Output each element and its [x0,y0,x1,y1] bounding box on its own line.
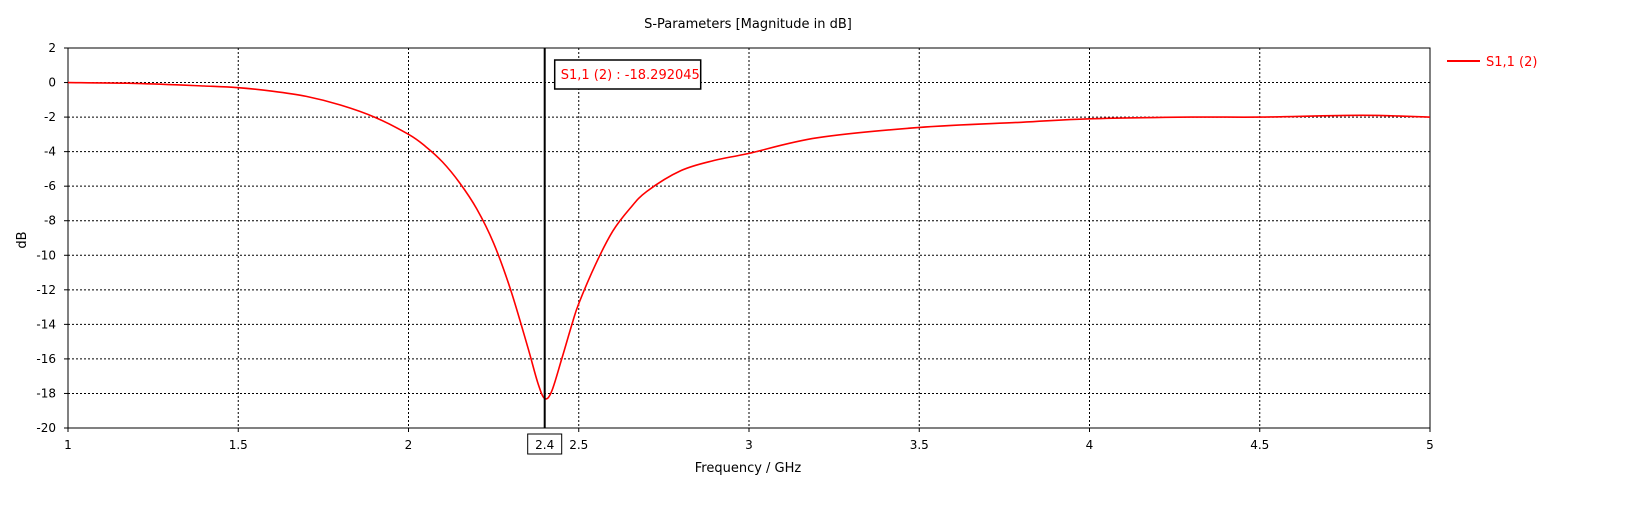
x-axis-title: Frequency / GHz [695,461,802,476]
y-tick-label: 2 [48,41,56,55]
x-tick-label: 3 [745,438,753,452]
y-tick-label: -10 [36,248,56,262]
marker-x-box [527,433,563,455]
x-tick-label: 2 [405,438,413,452]
y-tick-label: -2 [44,110,56,124]
y-tick-label: -16 [36,352,56,366]
series-line-s11 [67,81,1431,400]
x-tick-label: 4 [1086,438,1094,452]
marker-readout: S1,1 (2) : -18.292045 [561,68,700,83]
x-tick-label: 2.5 [569,438,588,452]
x-tick-label: 1.5 [229,438,248,452]
y-axis-ticks: 2 0 -2 -4 -6 -8 -10 -12 -14 -16 -18 -20 [36,41,68,435]
marker-x-value: 2.4 [535,438,554,452]
x-axis-ticks: 1 1.5 2 2.5 3 3.5 4 4.5 5 [64,428,1434,452]
x-tick-label: 4.5 [1250,438,1269,452]
grid-lines [68,48,1430,428]
y-tick-label: -6 [44,179,56,193]
legend: S1,1 (2) [1447,55,1537,70]
x-tick-label: 3.5 [910,438,929,452]
y-tick-label: -18 [36,386,56,400]
y-tick-label: 0 [48,76,56,90]
y-tick-label: -20 [36,421,56,435]
chart-title: S-Parameters [Magnitude in dB] [644,17,852,32]
y-tick-label: -4 [44,145,56,159]
x-tick-label: 1 [64,438,72,452]
series-group [67,81,1431,400]
marker-readout-box [553,59,702,90]
y-tick-label: -14 [36,317,56,331]
legend-label: S1,1 (2) [1486,55,1537,70]
frequency-marker[interactable]: S1,1 (2) : -18.292045 2.4 [527,48,702,455]
y-tick-label: -8 [44,214,56,228]
y-tick-label: -12 [36,283,56,297]
x-tick-label: 5 [1426,438,1434,452]
y-axis-title: dB [15,231,30,248]
